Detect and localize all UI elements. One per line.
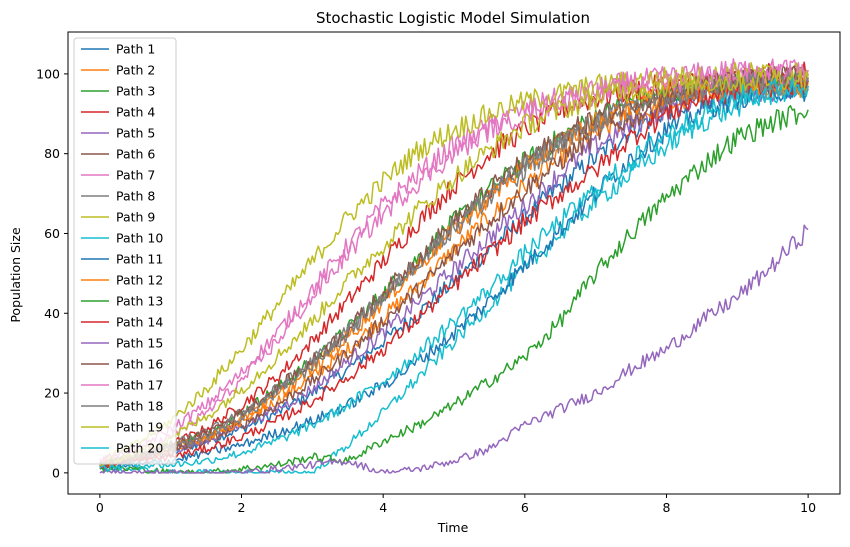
legend-label: Path 2 — [116, 63, 155, 78]
legend-label: Path 18 — [116, 399, 163, 414]
legend: Path 1 Path 2 Path 3 Path 4 Path 5 Path 6 Path… — [73, 37, 177, 465]
legend-label: Path 5 — [116, 126, 155, 141]
legend-label: Path 7 — [116, 168, 155, 183]
legend-label: Path 1 — [116, 42, 155, 57]
y-tick-label: 40 — [44, 306, 60, 321]
series-line-2 — [99, 76, 809, 468]
legend-label: Path 11 — [116, 252, 163, 267]
series-line-20 — [99, 77, 809, 472]
x-tick-label: 6 — [521, 500, 529, 515]
x-tick-label: 10 — [800, 500, 816, 515]
x-tick-label: 4 — [379, 500, 387, 515]
legend-label: Path 12 — [116, 273, 163, 288]
y-axis-label: Population Size — [8, 227, 23, 323]
y-tick-label: 20 — [44, 386, 60, 401]
plot-frame — [67, 31, 841, 495]
series-line-15 — [99, 224, 809, 474]
series-line-11 — [99, 78, 809, 472]
legend-label: Path 4 — [116, 105, 155, 120]
legend-label: Path 9 — [116, 210, 155, 225]
legend-frame — [73, 37, 177, 465]
x-tick-label: 0 — [96, 500, 104, 515]
legend-label: Path 14 — [116, 315, 163, 330]
y-axis: 0 20 40 60 80 100 — [36, 66, 68, 480]
x-tick-label: 2 — [238, 500, 246, 515]
x-axis-label: Time — [437, 520, 469, 535]
legend-label: Path 3 — [116, 84, 155, 99]
y-tick-label: 100 — [36, 66, 60, 81]
series-line-16 — [99, 65, 809, 468]
series-line-10 — [99, 76, 809, 474]
plot-lines — [99, 58, 809, 474]
legend-label: Path 16 — [116, 357, 163, 372]
legend-label: Path 17 — [116, 378, 163, 393]
series-line-5 — [99, 77, 809, 469]
legend-label: Path 20 — [116, 441, 163, 456]
series-line-13 — [99, 104, 809, 474]
series-line-9 — [99, 61, 809, 464]
series-line-19 — [99, 68, 809, 468]
x-axis: 0 2 4 6 8 10 — [96, 494, 816, 515]
chart-title: Stochastic Logistic Model Simulation — [316, 9, 590, 27]
y-tick-label: 60 — [44, 226, 60, 241]
y-tick-label: 0 — [52, 465, 60, 480]
legend-label: Path 15 — [116, 336, 163, 351]
y-tick-label: 80 — [44, 146, 60, 161]
series-line-14 — [99, 69, 809, 469]
legend-label: Path 10 — [116, 231, 163, 246]
legend-label: Path 19 — [116, 420, 163, 435]
legend-label: Path 13 — [116, 294, 163, 309]
legend-label: Path 8 — [116, 189, 155, 204]
legend-label: Path 6 — [116, 147, 155, 162]
series-line-18 — [99, 71, 809, 467]
x-tick-label: 8 — [663, 500, 671, 515]
